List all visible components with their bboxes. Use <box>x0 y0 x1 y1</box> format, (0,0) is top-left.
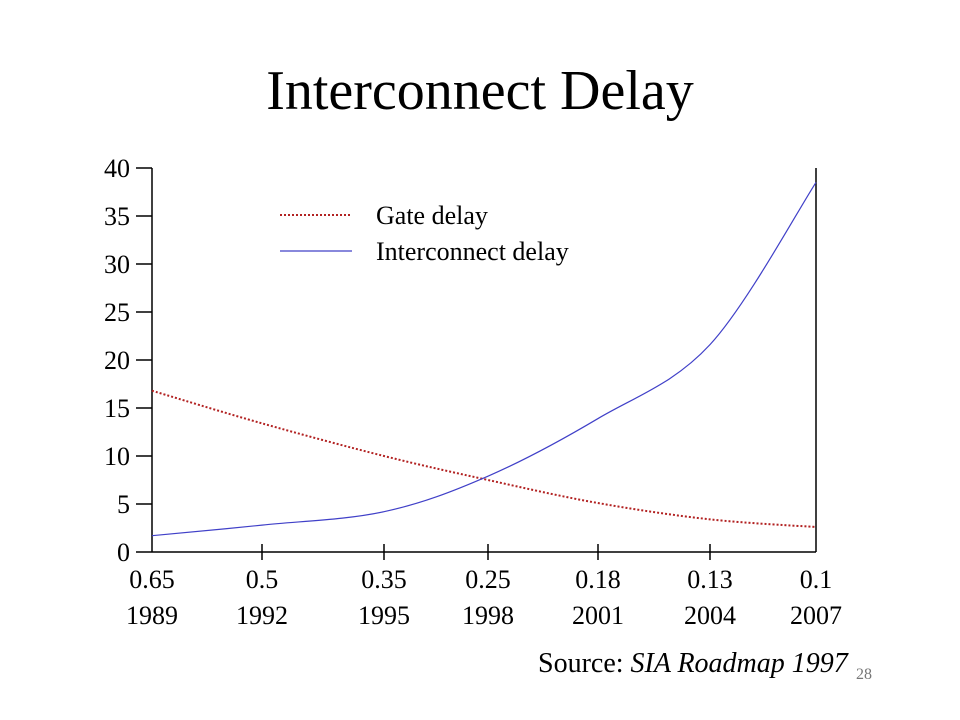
legend-label: Gate delay <box>376 201 488 230</box>
x-tick-label-feature-size: 0.25 <box>465 565 511 594</box>
chart-axes: 0 5 10 15 20 25 30 35 40 0.65 1989 0.5 1992 0.35 1995 0… <box>104 154 842 630</box>
x-tick-label-feature-size: 0.1 <box>800 565 833 594</box>
chart-series <box>151 182 817 537</box>
y-tick-label: 15 <box>104 394 130 423</box>
y-tick-label: 10 <box>104 442 130 471</box>
x-tick-label-year: 2001 <box>572 601 624 630</box>
x-tick-label-year: 1995 <box>358 601 410 630</box>
x-tick-label-feature-size: 0.18 <box>575 565 621 594</box>
y-tick-label: 5 <box>117 490 130 519</box>
x-tick-label-feature-size: 0.35 <box>361 565 407 594</box>
x-tick-label-year: 2004 <box>684 601 736 630</box>
series-line-gate-delay <box>151 389 817 529</box>
y-tick-label: 25 <box>104 298 130 327</box>
x-tick-label-year: 2007 <box>790 601 842 630</box>
x-tick-label-feature-size: 0.5 <box>246 565 279 594</box>
source-prefix: Source: <box>538 648 624 679</box>
x-tick-label-feature-size: 0.13 <box>687 565 733 594</box>
x-tick-label-year: 1992 <box>236 601 288 630</box>
legend-label: Interconnect delay <box>376 237 569 266</box>
y-tick-label: 35 <box>104 202 130 231</box>
y-tick-label: 30 <box>104 250 130 279</box>
x-tick-label-year: 1989 <box>126 601 178 630</box>
source-name: SIA Roadmap 1997 <box>630 648 848 679</box>
slide-title: Interconnect Delay <box>266 60 694 122</box>
x-tick-label-feature-size: 0.65 <box>129 565 175 594</box>
x-tick-label-year: 1998 <box>462 601 514 630</box>
source-citation: Source: SIA Roadmap 1997 <box>538 648 848 680</box>
y-tick-label: 0 <box>117 538 130 567</box>
y-tick-label: 40 <box>104 154 130 183</box>
series-line-interconnect-delay <box>151 182 817 537</box>
page-number: 28 <box>856 666 872 683</box>
y-tick-label: 20 <box>104 346 130 375</box>
chart-legend: Gate delay Interconnect delay <box>280 201 569 266</box>
